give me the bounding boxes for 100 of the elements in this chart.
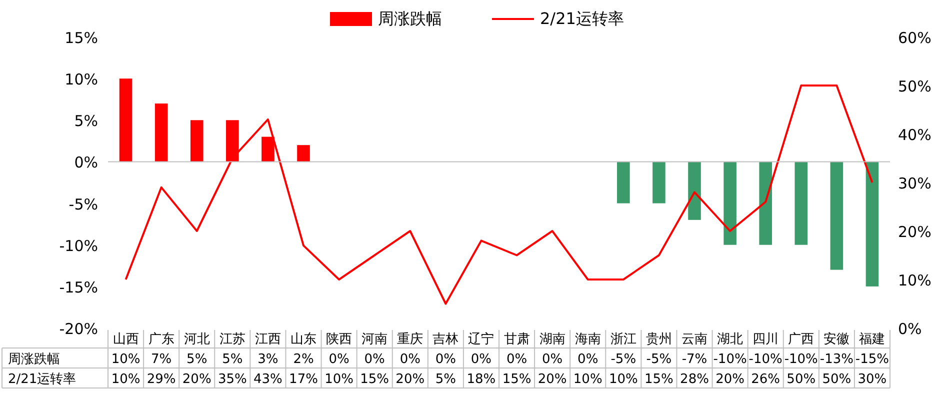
data-label: 35% (218, 372, 247, 387)
data-label: 20% (396, 372, 425, 387)
legend-label: 周涨跌幅 (378, 9, 442, 28)
y2-tick-label: 60% (898, 29, 932, 47)
x-tick-label: 山西 (112, 332, 139, 347)
data-label: 28% (680, 372, 709, 387)
x-tick-label: 安徽 (824, 331, 850, 347)
y2-tick-label: 10% (898, 272, 932, 290)
x-tick-label: 河北 (184, 332, 210, 347)
data-label: -10% (748, 352, 782, 367)
data-label: 50% (786, 372, 816, 387)
line-series (124, 84, 874, 305)
bar (617, 162, 630, 204)
x-tick-label: 广东 (148, 332, 174, 347)
y-tick-label: 5% (74, 112, 98, 130)
data-label: 5% (435, 372, 456, 387)
y2-tick-label: 40% (898, 126, 932, 144)
bar (759, 162, 772, 245)
y-tick-label: -10% (59, 236, 98, 255)
x-tick-label: 福建 (859, 332, 886, 347)
x-tick-label: 辽宁 (468, 331, 494, 347)
x-tick-label: 吉林 (432, 332, 459, 347)
x-tick-label: 江苏 (219, 332, 246, 347)
data-label: 30% (858, 372, 887, 387)
data-label: 0% (542, 352, 563, 367)
y2-tick-label: 20% (898, 223, 932, 241)
y-tick-label: -5% (68, 195, 98, 214)
x-tick-label: 四川 (752, 332, 779, 347)
bar (190, 120, 204, 162)
data-label: -10% (784, 352, 818, 367)
bar (830, 162, 844, 270)
bar (226, 120, 239, 162)
data-label: 29% (146, 372, 176, 387)
data-label: 5% (222, 352, 243, 367)
data-label: 10% (608, 372, 638, 387)
data-label: 3% (258, 352, 278, 367)
y-tick-label: 0% (74, 154, 98, 172)
bar (119, 78, 132, 162)
data-label: 10% (111, 352, 140, 367)
data-label: 20% (182, 372, 212, 387)
bar (724, 162, 736, 245)
x-tick-label: 海南 (574, 332, 601, 347)
x-tick-label: 湖南 (539, 332, 566, 347)
bar (794, 162, 808, 245)
y-tick-label: -20% (59, 320, 98, 338)
data-label: 0% (328, 352, 350, 367)
data-label: 17% (289, 372, 318, 387)
data-label: 10% (573, 372, 602, 387)
bar (154, 104, 168, 162)
x-tick-label: 重庆 (397, 332, 424, 347)
data-label: -10% (713, 352, 747, 367)
text: 周涨跌幅 (8, 352, 60, 367)
data-label: -5% (610, 352, 636, 367)
data-label: 0% (435, 352, 456, 367)
bar (297, 145, 310, 162)
bar (652, 162, 666, 204)
data-label: 0% (400, 352, 420, 367)
data-label: 7% (151, 352, 172, 367)
data-label: 0% (470, 352, 492, 367)
data-label: 18% (466, 372, 496, 387)
bar (262, 136, 274, 162)
data-label: -5% (646, 352, 672, 367)
text: 2/21运转率 (8, 372, 76, 387)
data-label: 10% (324, 372, 354, 387)
data-label: 15% (360, 372, 390, 387)
data-label: 15% (644, 372, 674, 387)
data-label: 0% (506, 352, 528, 367)
x-tick-label: 广西 (788, 332, 814, 347)
data-label: -13% (820, 352, 854, 367)
x-tick-label: 陕西 (326, 332, 352, 347)
y-tick-label: 10% (64, 70, 98, 89)
x-tick-label: 甘肃 (504, 332, 530, 347)
data-label: 0% (364, 352, 385, 367)
data-label: 2% (293, 352, 314, 367)
data-label: 20% (716, 372, 744, 387)
x-tick-label: 湖北 (717, 332, 744, 347)
x-tick-label: 山东 (290, 332, 316, 347)
data-label: -15% (855, 352, 890, 367)
data-label: 26% (751, 372, 780, 387)
x-tick-label: 浙江 (610, 332, 636, 347)
data-label: 0% (578, 352, 598, 367)
data-label: 10% (111, 372, 140, 387)
data-label: 20% (538, 372, 567, 387)
x-tick-label: 河南 (362, 332, 388, 347)
x-tick-label: 江西 (254, 332, 281, 347)
y2-tick-label: 0% (898, 320, 922, 338)
data-label: -7% (682, 352, 708, 367)
x-tick-label: 云南 (682, 332, 708, 347)
bar (866, 162, 879, 286)
y-tick-label: 15% (64, 29, 98, 47)
y2-tick-label: 50% (898, 78, 932, 96)
y2-tick-label: 30% (898, 174, 932, 192)
bar (688, 162, 701, 220)
data-label: 50% (822, 372, 852, 387)
data-label: 43% (254, 372, 282, 387)
y-tick-label: -15% (59, 278, 98, 296)
data-label: 5% (186, 352, 208, 367)
x-tick-label: 贵州 (646, 332, 672, 347)
legend-label: 2/21运转率 (540, 9, 624, 28)
data-label: 15% (502, 372, 532, 387)
